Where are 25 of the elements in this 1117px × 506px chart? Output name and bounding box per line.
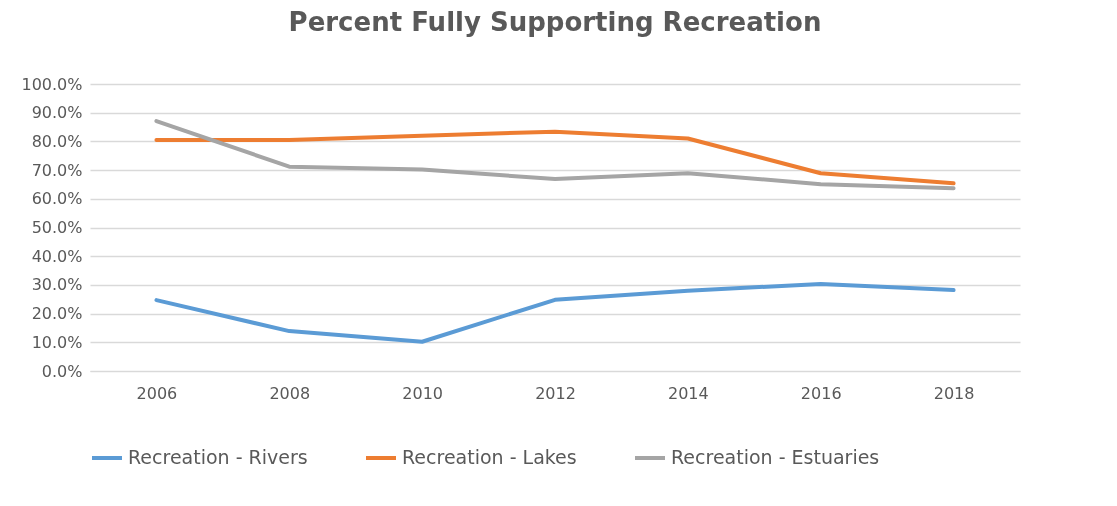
x-tick-label: 2006 (136, 383, 178, 403)
y-tick-label: 50.0% (31, 218, 83, 237)
y-tick-label: 0.0% (41, 361, 83, 381)
y-tick-label: 40.0% (31, 246, 83, 266)
line-series (154, 119, 956, 191)
y-tick-label: 100.0% (21, 74, 83, 94)
y-tick-label: 60.0% (31, 189, 83, 209)
legend-label: Recreation - Estuaries (671, 446, 880, 468)
x-tick-label: 2016 (800, 383, 842, 403)
line-series (154, 129, 956, 186)
y-tick-label: 30.0% (31, 275, 83, 295)
y-tick-label: 20.0% (31, 304, 83, 324)
legend-label: Recreation - Rivers (128, 446, 308, 468)
x-tick-label: 2008 (269, 383, 311, 403)
line-series (154, 282, 956, 344)
chart-title: Percent Fully Supporting Recreation (288, 7, 822, 37)
y-tick-label: 10.0% (31, 332, 83, 352)
x-tick-label: 2010 (402, 383, 443, 403)
legend-label: Recreation - Lakes (402, 446, 577, 468)
x-tick-label: 2014 (668, 383, 709, 403)
x-tick-label: 2012 (535, 383, 576, 403)
x-tick-label: 2018 (933, 383, 975, 403)
y-tick-label: 70.0% (31, 160, 83, 180)
y-tick-label: 90.0% (31, 103, 83, 123)
y-tick-label: 80.0% (31, 131, 83, 151)
